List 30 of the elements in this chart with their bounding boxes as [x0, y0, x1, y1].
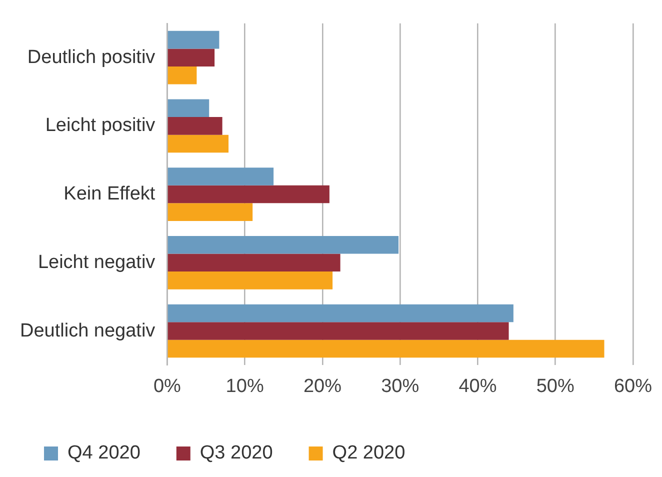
y-tick-label: Deutlich positiv [27, 46, 156, 68]
y-tick-label: Deutlich negativ [20, 320, 156, 342]
bar [168, 168, 274, 186]
y-tick-label: Kein Effekt [64, 184, 156, 205]
legend-label: Q2 2020 [332, 442, 406, 464]
x-tick-label: 50% [536, 376, 574, 397]
bar [168, 117, 222, 135]
x-tick-label: 40% [458, 376, 497, 397]
bar [168, 185, 330, 204]
bar [168, 48, 215, 66]
x-tick-label: 20% [303, 376, 342, 397]
bar [168, 134, 229, 153]
x-tick-label: 0% [153, 376, 182, 397]
y-tick-label: Leicht negativ [38, 252, 156, 273]
bar [168, 99, 210, 118]
bar [168, 322, 509, 340]
bar [168, 236, 399, 254]
legend-label: Q3 2020 [200, 442, 273, 464]
y-tick-label: Leicht positiv [45, 115, 156, 136]
legend-label: Q4 2020 [68, 442, 140, 464]
bar [168, 30, 220, 49]
bar [168, 203, 253, 221]
bar [168, 254, 340, 272]
bar [168, 66, 197, 84]
x-tick-label: 30% [381, 376, 420, 397]
bar [168, 272, 333, 290]
x-tick-label: 60% [614, 376, 652, 397]
bar [168, 340, 604, 358]
x-tick-label: 10% [226, 376, 264, 397]
bar [168, 304, 514, 322]
